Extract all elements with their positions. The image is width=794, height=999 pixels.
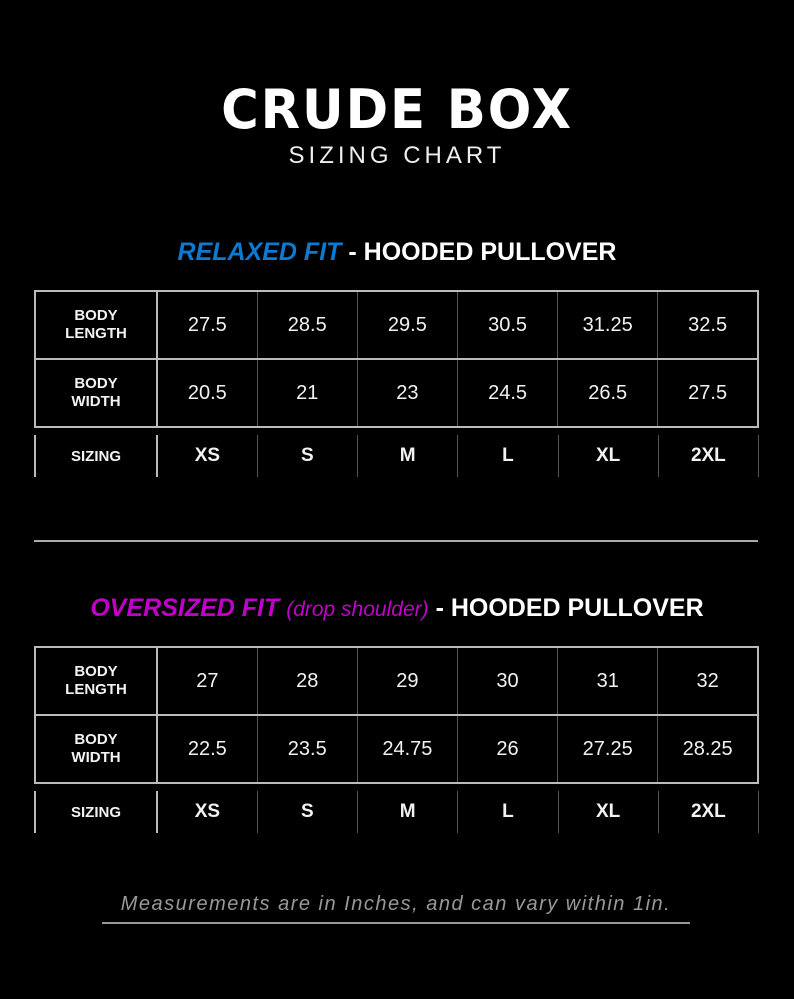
- row-label-line: BODY: [74, 375, 118, 392]
- oversized-sizing-row: SIZING XS S M L XL 2XL: [34, 791, 760, 833]
- measure-cell: 26.5: [557, 358, 659, 428]
- measure-cell: 27.5: [657, 358, 759, 428]
- measure-cell: 29: [356, 646, 458, 716]
- size-cell: M: [356, 435, 458, 477]
- size-cell: XS: [156, 435, 258, 477]
- measure-cell: 29.5: [356, 290, 458, 360]
- size-cell: XS: [156, 791, 258, 833]
- measure-cell: 30.5: [456, 290, 559, 360]
- measure-cell: 27.25: [557, 714, 659, 784]
- measure-cell: 26: [456, 714, 559, 784]
- size-cell: 2XL: [657, 791, 760, 833]
- measure-cell: 28: [256, 646, 358, 716]
- table-row: BODY WIDTH 22.5 23.5 24.75 26 27.25 28.25: [34, 714, 759, 784]
- section-divider: [34, 540, 758, 542]
- measure-cell: 22.5: [156, 714, 258, 784]
- row-label: BODY WIDTH: [34, 358, 158, 428]
- size-cell: L: [457, 435, 558, 477]
- relaxed-fit-label: RELAXED FIT: [177, 238, 342, 266]
- table-row: BODY LENGTH 27 28 29 30 31 32: [34, 646, 759, 716]
- measure-cell: 31: [557, 646, 659, 716]
- row-label: BODY LENGTH: [34, 290, 158, 360]
- size-cell: XL: [557, 791, 659, 833]
- measure-cell: 20.5: [156, 358, 258, 428]
- oversized-measure-table: BODY LENGTH 27 28 29 30 31 32 BODY WIDTH 22.5 23.5 2…: [34, 646, 759, 784]
- row-label: BODY WIDTH: [34, 714, 158, 784]
- measure-cell: 23: [356, 358, 458, 428]
- row-label-line: LENGTH: [65, 681, 127, 698]
- table-row: BODY LENGTH 27.5 28.5 29.5 30.5 31.25 32.5: [34, 290, 759, 360]
- measure-cell: 24.5: [456, 358, 559, 428]
- relaxed-heading: RELAXED FIT - HOODED PULLOVER: [0, 238, 794, 267]
- sizing-label: SIZING: [34, 435, 158, 477]
- size-cell: XL: [557, 435, 659, 477]
- brand-logo: CRUDE BOX: [221, 78, 573, 141]
- row-label-line: WIDTH: [71, 393, 121, 410]
- measure-cell: 23.5: [256, 714, 358, 784]
- oversized-note: (drop shoulder): [286, 598, 429, 621]
- row-label-line: LENGTH: [65, 325, 127, 342]
- measure-cell: 27: [156, 646, 258, 716]
- measure-cell: 28.5: [256, 290, 358, 360]
- size-cell: S: [256, 791, 358, 833]
- relaxed-measure-table: BODY LENGTH 27.5 28.5 29.5 30.5 31.25 32.5 BODY W…: [34, 290, 759, 428]
- measure-cell: 32: [657, 646, 759, 716]
- relaxed-suffix: - HOODED PULLOVER: [348, 238, 617, 266]
- size-cell: S: [256, 435, 358, 477]
- oversized-fit-label: OVERSIZED FIT: [90, 594, 280, 622]
- measure-cell: 31.25: [557, 290, 659, 360]
- oversized-suffix: - HOODED PULLOVER: [435, 594, 704, 622]
- measure-cell: 28.25: [657, 714, 759, 784]
- row-label: BODY LENGTH: [34, 646, 158, 716]
- measure-cell: 24.75: [356, 714, 458, 784]
- row-label-line: BODY: [74, 307, 118, 324]
- row-label-line: BODY: [74, 663, 118, 680]
- size-cell: L: [457, 791, 558, 833]
- row-label-line: BODY: [74, 731, 118, 748]
- measure-cell: 27.5: [156, 290, 258, 360]
- measure-cell: 32.5: [657, 290, 759, 360]
- page-subtitle: SIZING CHART: [288, 142, 506, 169]
- table-row: BODY WIDTH 20.5 21 23 24.5 26.5 27.5: [34, 358, 759, 428]
- measure-cell: 21: [256, 358, 358, 428]
- sizing-label: SIZING: [34, 791, 158, 833]
- relaxed-sizing-row: SIZING XS S M L XL 2XL: [34, 435, 760, 477]
- size-cell: M: [356, 791, 458, 833]
- measure-cell: 30: [456, 646, 559, 716]
- oversized-heading: OVERSIZED FIT (drop shoulder) - HOODED P…: [0, 594, 794, 623]
- measurement-note: Measurements are in Inches, and can vary…: [102, 893, 690, 924]
- size-cell: 2XL: [657, 435, 760, 477]
- row-label-line: WIDTH: [71, 749, 121, 766]
